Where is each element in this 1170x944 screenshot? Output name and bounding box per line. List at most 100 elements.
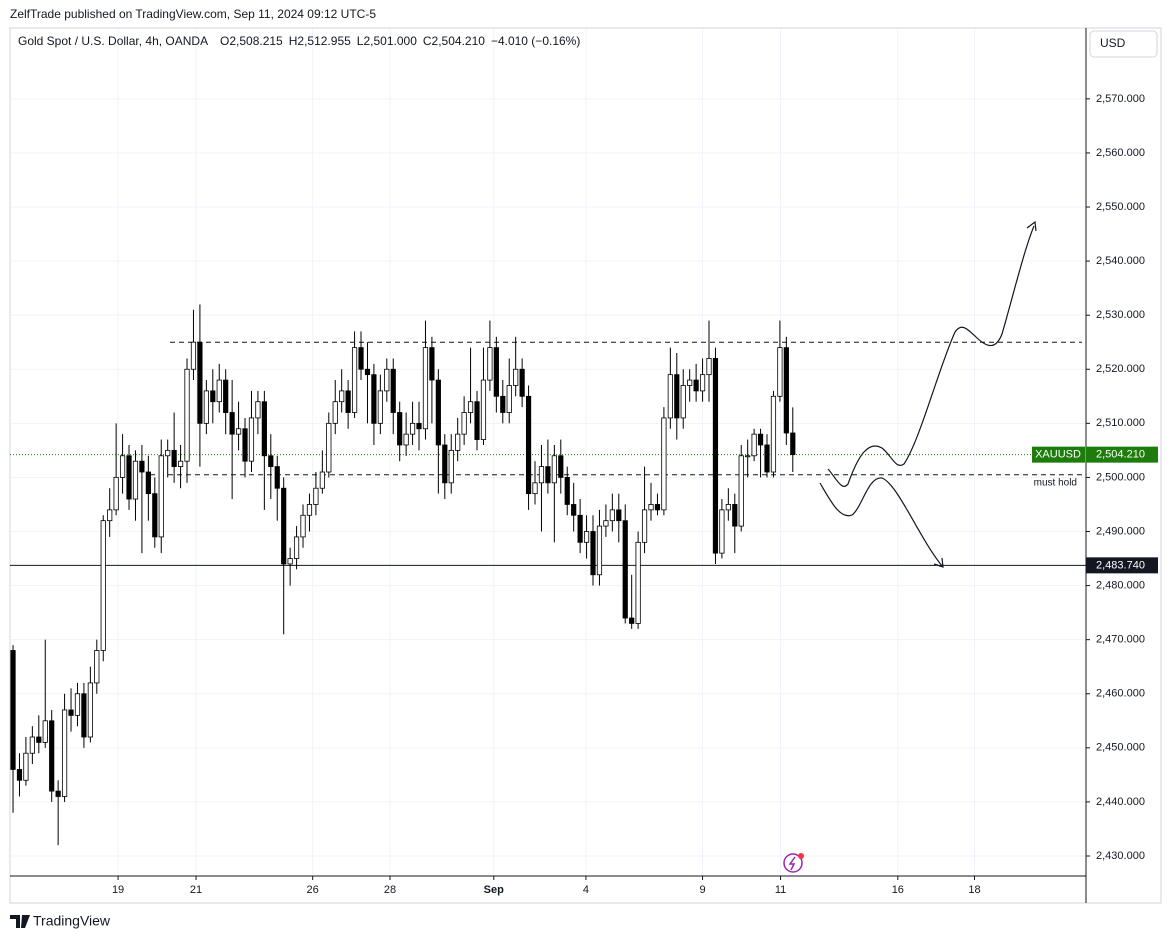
candle-body	[461, 412, 467, 435]
published-note: ZelfTrade published on TradingView.com, …	[10, 7, 376, 21]
candle-body	[158, 455, 164, 538]
candle-body	[16, 769, 23, 781]
currency-button[interactable]	[1089, 30, 1158, 58]
x-tick-label: 18	[968, 884, 980, 896]
candle-body	[738, 455, 744, 527]
candle-body	[751, 433, 757, 457]
candle-body	[712, 358, 719, 554]
candle-body	[706, 358, 712, 376]
candle-body	[261, 401, 267, 457]
candle-body	[94, 650, 100, 684]
y-tick-label: 2,440.000	[1096, 796, 1145, 808]
x-tick-label: 11	[775, 884, 786, 896]
candle-body	[777, 347, 783, 397]
candle-body	[29, 736, 35, 754]
candle-body	[719, 509, 725, 554]
candle-body	[145, 471, 151, 495]
candle-body	[74, 693, 81, 716]
candle-body	[300, 514, 306, 538]
ohlc-value: 2,501.000	[363, 34, 417, 48]
candle-body	[725, 504, 731, 511]
candle-body	[661, 417, 667, 511]
candle-body	[364, 368, 371, 376]
x-tick-label: Sep	[484, 884, 504, 896]
candle-body	[61, 709, 68, 797]
grid	[10, 28, 1086, 876]
ohlc-key: H	[289, 34, 298, 48]
candle-body	[242, 428, 248, 462]
y-tick-label: 2,430.000	[1096, 850, 1145, 862]
candle-body	[248, 417, 255, 462]
candle-body	[68, 709, 74, 716]
x-tick-label: 28	[384, 884, 396, 896]
y-tick-label: 2,470.000	[1096, 634, 1145, 646]
candle-body	[687, 379, 693, 386]
candle-body	[390, 368, 396, 413]
candle-body	[603, 520, 609, 527]
candle-body	[455, 433, 461, 451]
candle-body	[435, 379, 441, 446]
candle-body	[693, 379, 699, 392]
candle-body	[313, 487, 319, 505]
candle-body	[422, 347, 429, 430]
candle-body	[42, 720, 48, 743]
candle-body	[596, 525, 603, 576]
x-tick-label: 21	[190, 884, 202, 896]
candle-body	[403, 433, 409, 446]
x-tick-label: 19	[112, 884, 124, 896]
candle-body	[641, 509, 648, 543]
candle-body	[764, 444, 770, 473]
candle-body	[36, 736, 42, 743]
candle-body	[474, 401, 480, 440]
y-tick-label: 2,530.000	[1096, 309, 1145, 321]
candle-body	[538, 466, 545, 484]
y-tick-label: 2,560.000	[1096, 147, 1145, 159]
candle-body	[293, 536, 300, 559]
candle-body	[49, 720, 55, 792]
candle-body	[571, 504, 577, 516]
candle-body	[100, 520, 106, 651]
candle-body	[513, 368, 519, 386]
y-tick-label: 2,490.000	[1096, 525, 1145, 537]
candle-body	[223, 379, 229, 413]
y-tick-label: 2,510.000	[1096, 417, 1145, 429]
candle-body	[326, 422, 332, 473]
candle-body	[487, 347, 493, 381]
candle-body	[609, 509, 615, 522]
projection-up	[827, 220, 1037, 487]
x-tick-label: 9	[700, 884, 706, 896]
y-tick-label: 2,500.000	[1096, 471, 1145, 483]
candle-body	[197, 341, 203, 424]
candle-body	[397, 412, 403, 446]
last-price-tag	[1086, 446, 1158, 463]
y-tick-label: 2,520.000	[1096, 363, 1145, 375]
candle-body	[551, 455, 557, 484]
ohlc-key: C	[423, 34, 432, 48]
candle-body	[126, 455, 132, 500]
candle-body	[190, 341, 197, 370]
frame	[9, 27, 1162, 904]
candle-body	[171, 449, 177, 468]
candle-body	[699, 374, 706, 392]
candle-body	[500, 395, 506, 413]
candle-body	[467, 401, 474, 413]
candle-body	[55, 790, 61, 797]
x-tick-label: 4	[583, 884, 589, 896]
level-price-label: 2,483.740	[1096, 559, 1145, 571]
candle-body	[351, 347, 358, 413]
candle-body	[139, 460, 145, 473]
candle-body	[81, 693, 87, 738]
flash-icon[interactable]	[783, 853, 804, 873]
candle-body	[416, 422, 422, 430]
candle-body	[216, 379, 222, 403]
candle-body	[635, 541, 641, 624]
candle-body	[87, 682, 93, 738]
ohlc-key: O	[220, 34, 229, 48]
candle-body	[377, 390, 383, 424]
candle-body	[558, 455, 564, 478]
candle-body	[358, 347, 364, 370]
candle-body	[648, 504, 654, 511]
candle-body	[442, 444, 448, 484]
candle-body	[480, 379, 487, 440]
